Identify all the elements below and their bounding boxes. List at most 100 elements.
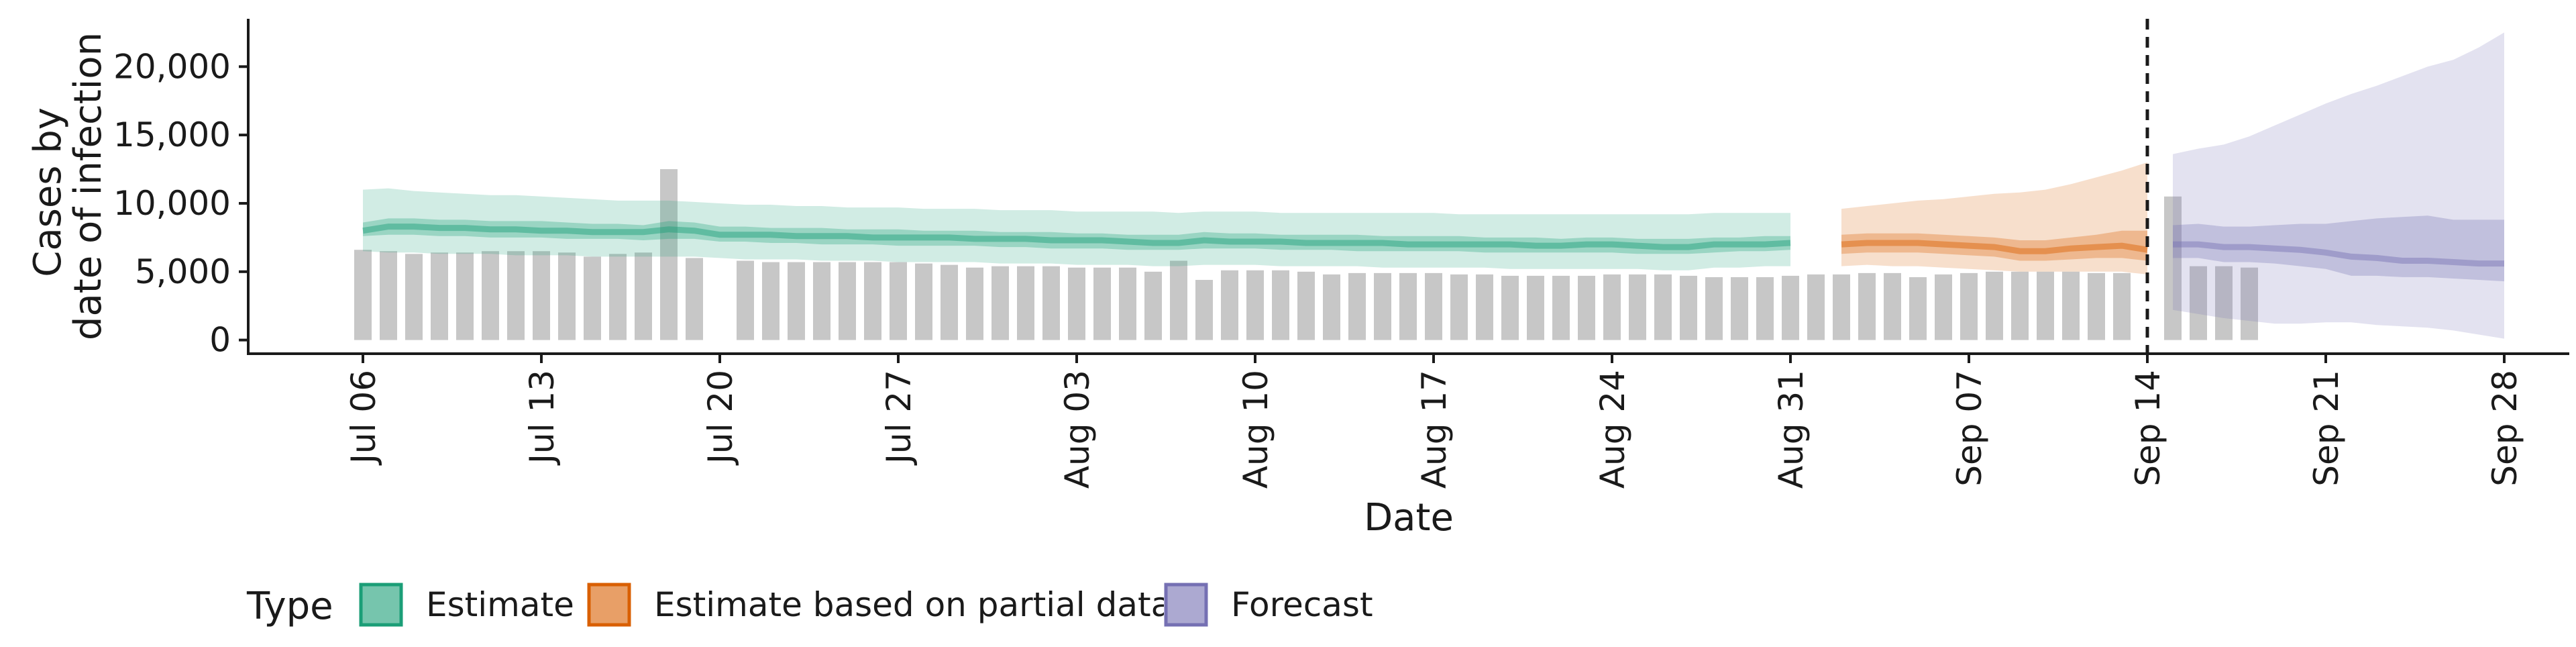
reported-cases-bar [1450, 274, 1468, 340]
legend-label: Estimate [426, 585, 574, 624]
reported-cases-bar [354, 250, 372, 340]
reported-cases-bar [2011, 271, 2029, 340]
x-tick-label: Aug 03 [1058, 370, 1097, 489]
reported-cases-bar [1144, 271, 1162, 340]
x-tick-label: Sep 28 [2485, 370, 2524, 487]
reported-cases-bar [839, 262, 856, 340]
median-line [1841, 240, 2148, 254]
x-tick-label: Aug 31 [1772, 370, 1811, 489]
ribbon-90 [363, 188, 1790, 270]
reported-cases-bar [635, 252, 652, 340]
reported-cases-bar [890, 262, 907, 340]
x-tick-label: Jul 13 [523, 370, 561, 466]
reported-cases-bar [482, 251, 499, 340]
x-tick-label: Aug 10 [1236, 370, 1275, 489]
reported-cases-bar [788, 262, 805, 340]
legend-key-swatch [359, 583, 403, 627]
legend-label: Forecast [1231, 585, 1373, 624]
reported-cases-bar [1807, 274, 1825, 340]
reported-cases-bar [609, 254, 627, 340]
reported-cases-bar [660, 169, 678, 340]
reported-cases-bar [380, 251, 397, 340]
reported-cases-bar [1909, 277, 1927, 340]
reported-cases-bar [2062, 271, 2080, 340]
reported-cases-bar [991, 266, 1009, 340]
x-tick-label: Aug 17 [1415, 370, 1454, 489]
reported-cases-bar [1527, 275, 1544, 340]
reported-cases-bars [354, 169, 2258, 340]
reported-cases-bar [1756, 277, 1774, 340]
reported-cases-bar [686, 258, 703, 340]
reported-cases-bar [2241, 267, 2258, 340]
reported-cases-bar [737, 260, 754, 340]
reported-cases-bar [1705, 277, 1723, 340]
legend-key-swatch [587, 583, 631, 627]
reported-cases-bar [1170, 260, 1187, 340]
reported-cases-bar [1195, 280, 1213, 340]
reported-cases-bar [1323, 274, 1340, 340]
reported-cases-bar [1935, 274, 1952, 340]
y-axis-ticks: 0 5,000 10,000 15,000 20,000 [113, 47, 248, 360]
reported-cases-bar [1858, 272, 1876, 340]
reported-cases-bar [1093, 267, 1111, 340]
x-tick-label: Sep 07 [1950, 370, 1989, 487]
reported-cases-bar [1348, 272, 1366, 340]
x-tick-label: Aug 24 [1593, 370, 1632, 489]
x-tick-label: Jul 27 [879, 370, 918, 466]
x-axis-title: Date [1364, 496, 1454, 540]
reported-cases-bar [1042, 266, 1060, 340]
reported-cases-bar [1246, 270, 1264, 340]
legend-item: Estimate based on partial data [587, 583, 1171, 627]
reported-cases-bar [1476, 274, 1493, 340]
legend-title: Type [246, 585, 333, 628]
reported-cases-bar [966, 267, 983, 340]
ribbon-50 [363, 218, 1790, 254]
reported-cases-bar [1425, 272, 1442, 340]
reported-cases-bar [1731, 277, 1748, 340]
x-axis-ticks: Jul 06 Jul 13 Jul 20 Jul 27 Aug 03 Aug 10 Aug … [344, 354, 2524, 489]
reported-cases-bar [2113, 272, 2131, 340]
reported-cases-bar [507, 251, 525, 340]
y-tick-label: 0 [209, 321, 231, 360]
reported-cases-bar [813, 262, 830, 340]
reported-cases-bar [1578, 275, 1595, 340]
reported-cases-bar [1017, 266, 1034, 340]
y-tick-label: 5,000 [135, 252, 231, 291]
ribbon-90 [2173, 32, 2504, 339]
reported-cases-bar [1680, 275, 1697, 340]
legend-key-swatch [1164, 583, 1208, 627]
reported-cases-bar [1884, 272, 1901, 340]
reported-cases-bar [1552, 275, 1570, 340]
reported-cases-bar [915, 263, 932, 340]
reported-cases-bar [1297, 271, 1315, 340]
reported-cases-bar [864, 262, 881, 340]
median-line [2173, 241, 2504, 267]
reported-cases-bar [2215, 266, 2233, 340]
reported-cases-bar [1629, 274, 1646, 340]
series-group [2173, 32, 2504, 339]
reported-cases-bar [1221, 270, 1238, 340]
reported-cases-bar [1399, 272, 1417, 340]
reported-cases-bar [405, 254, 423, 340]
x-tick-label: Sep 21 [2307, 370, 2346, 487]
ribbon-50 [1841, 230, 2147, 261]
x-tick-label: Jul 20 [701, 370, 740, 466]
reported-cases-bar [1986, 271, 2003, 340]
reported-cases-bar [584, 256, 601, 340]
reported-cases-bar [1654, 274, 1672, 340]
reported-cases-bar [2037, 271, 2054, 340]
reported-cases-bar [1272, 270, 1289, 340]
reported-cases-bar [1833, 274, 1850, 340]
median-line [362, 223, 1791, 250]
reported-cases-bar [762, 262, 780, 340]
reported-cases-bar [431, 252, 448, 340]
estimate-ribbons [362, 32, 2504, 339]
legend: Type Estimate Estimate based on partial d… [246, 583, 1373, 628]
reported-cases-bar [1119, 267, 1136, 340]
reported-cases-bar [456, 252, 474, 340]
series-group [1841, 162, 2148, 275]
reported-cases-bar [941, 264, 958, 340]
reported-cases-bar [1603, 274, 1621, 340]
